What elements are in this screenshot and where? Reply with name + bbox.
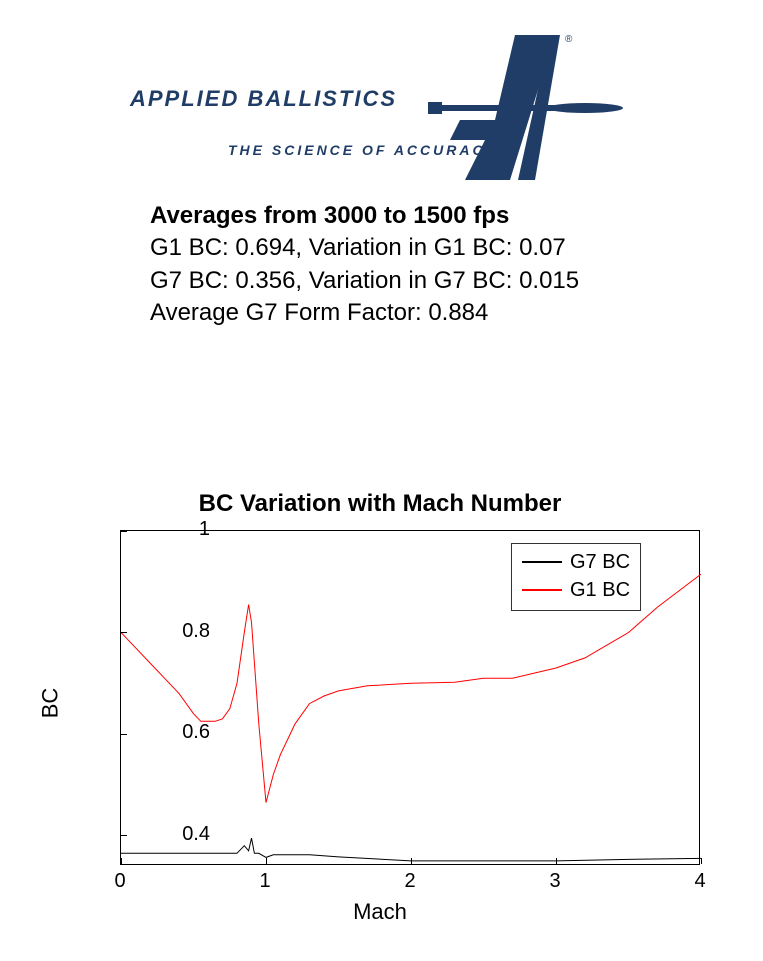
info-line-g1: G1 BC: 0.694, Variation in G1 BC: 0.07 xyxy=(150,232,579,264)
ytick-label: 1 xyxy=(150,518,210,541)
chart-legend: G7 BCG1 BC xyxy=(511,543,641,611)
xtick-label: 3 xyxy=(535,870,575,893)
logo-main-text: APPLIED BALLISTICS xyxy=(130,86,397,112)
xtick xyxy=(556,858,557,864)
legend-label: G7 BC xyxy=(570,548,630,576)
xtick-label: 1 xyxy=(245,870,285,893)
legend-item: G1 BC xyxy=(522,576,630,604)
xtick-label: 0 xyxy=(100,870,140,893)
ytick-label: 0.4 xyxy=(150,823,210,846)
info-block: Averages from 3000 to 1500 fps G1 BC: 0.… xyxy=(150,200,579,330)
logo-a-icon: ® xyxy=(410,30,630,185)
info-line-g7: G7 BC: 0.356, Variation in G7 BC: 0.015 xyxy=(150,265,579,297)
xtick xyxy=(701,858,702,864)
legend-swatch xyxy=(522,561,562,563)
legend-swatch xyxy=(522,589,562,591)
xtick-label: 4 xyxy=(680,870,720,893)
xtick xyxy=(266,858,267,864)
registered-mark: ® xyxy=(565,34,573,45)
info-title: Averages from 3000 to 1500 fps xyxy=(150,200,579,232)
xtick-label: 2 xyxy=(390,870,430,893)
ytick xyxy=(121,835,127,836)
plot-box: G7 BCG1 BC xyxy=(120,530,700,865)
legend-item: G7 BC xyxy=(522,548,630,576)
chart-ylabel: BC xyxy=(37,688,63,719)
xtick xyxy=(411,858,412,864)
chart-xlabel: Mach xyxy=(40,899,720,925)
legend-label: G1 BC xyxy=(570,576,630,604)
logo-block: APPLIED BALLISTICS THE SCIENCE OF ACCURA… xyxy=(130,30,630,180)
ytick xyxy=(121,632,127,633)
info-line-ff: Average G7 Form Factor: 0.884 xyxy=(150,297,579,329)
xtick xyxy=(121,858,122,864)
ytick-label: 0.6 xyxy=(150,721,210,744)
bc-chart: BC Variation with Mach Number BC Mach G7… xyxy=(40,490,720,920)
ytick xyxy=(121,734,127,735)
ytick-label: 0.8 xyxy=(150,620,210,643)
chart-title: BC Variation with Mach Number xyxy=(40,490,720,518)
ytick xyxy=(121,531,127,532)
